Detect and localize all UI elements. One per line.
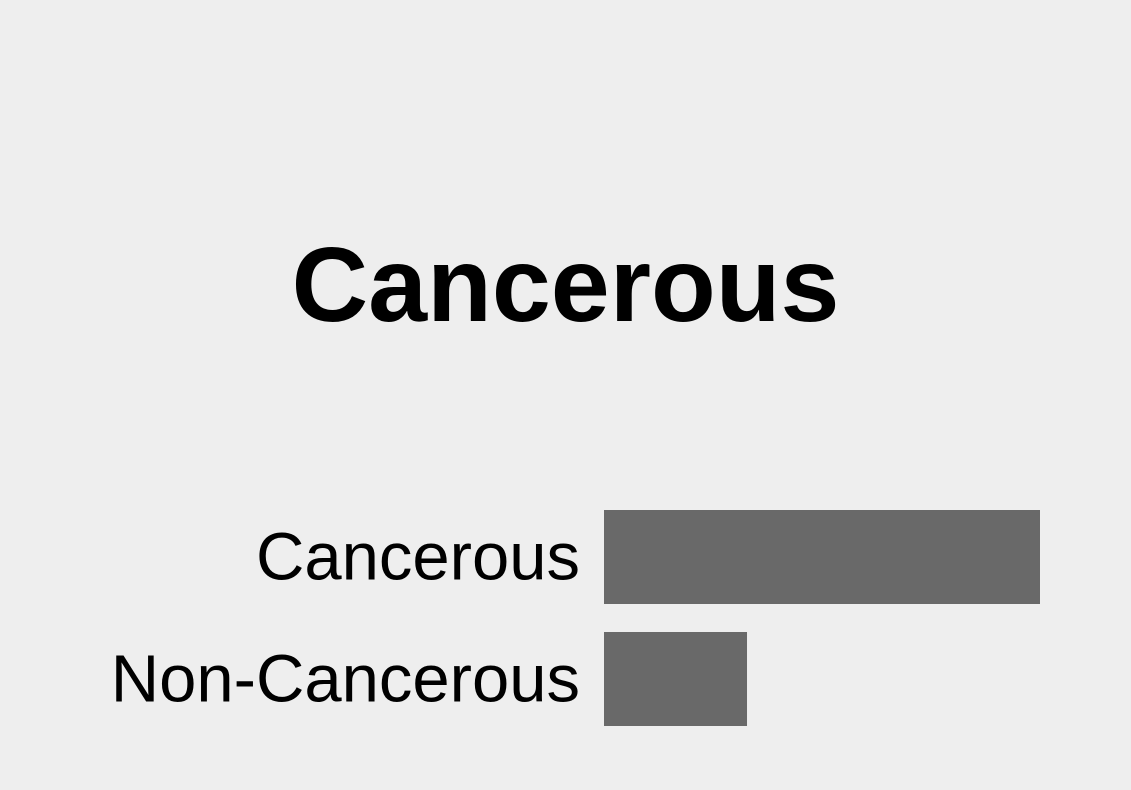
- category-label-non-cancerous: Non-Cancerous: [111, 642, 580, 717]
- bar-non-cancerous: [604, 632, 748, 726]
- bar-cancerous: [604, 510, 1040, 604]
- prediction-title: Cancerous: [291, 226, 840, 344]
- category-label-cancerous: Cancerous: [256, 520, 580, 595]
